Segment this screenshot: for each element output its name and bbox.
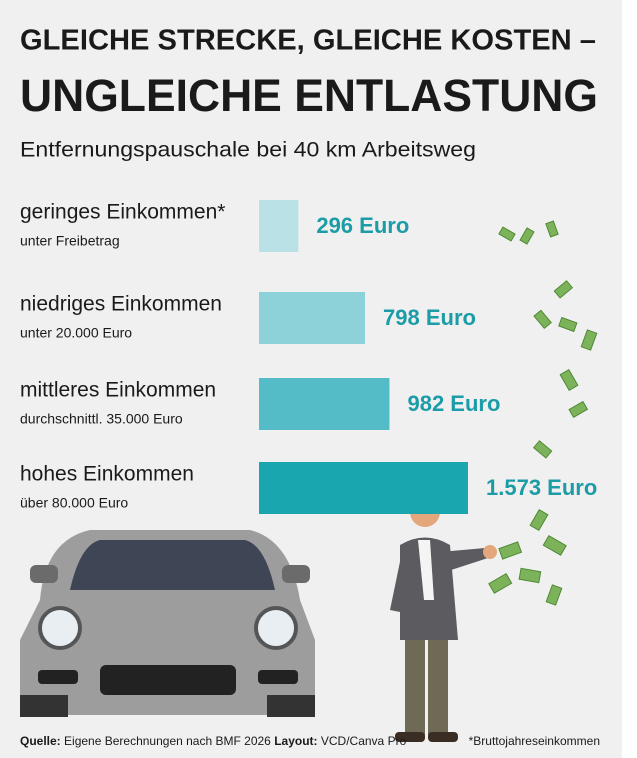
person-illustration (390, 494, 497, 742)
layout-label: Layout: (274, 734, 317, 748)
category-note: über 80.000 Euro (20, 495, 128, 511)
footer: Quelle: Eigene Berechnungen nach BMF 202… (20, 734, 407, 748)
category-label: geringes Einkommen* (20, 201, 225, 224)
category-label: niedriges Einkommen (20, 293, 222, 316)
title: GLEICHE STRECKE, GLEICHE KOSTEN – (20, 25, 596, 57)
bar (259, 462, 468, 514)
category-label: hohes Einkommen (20, 463, 194, 486)
category-label: mittleres Einkommen (20, 379, 216, 402)
footnote: *Bruttojahreseinkommen (469, 734, 600, 748)
category-note: durchschnittl. 35.000 Euro (20, 411, 183, 427)
bar (259, 378, 390, 430)
bar (259, 200, 299, 252)
value-label: 1.573 Euro (486, 475, 597, 500)
money-illustration (488, 220, 598, 606)
bar (259, 292, 366, 344)
category-note: unter Freibetrag (20, 233, 120, 249)
title-line2: UNGLEICHE ENTLASTUNG (20, 70, 598, 121)
value-label: 798 Euro (383, 305, 476, 330)
layout: VCD/Canva Pro (321, 734, 407, 748)
subtitle: Entfernungspauschale bei 40 km Arbeitswe… (20, 139, 476, 162)
source: Eigene Berechnungen nach BMF 2026 (64, 734, 271, 748)
source-label: Quelle: (20, 734, 61, 748)
margin (622, 0, 637, 758)
value-label: 982 Euro (407, 391, 500, 416)
value-label: 296 Euro (316, 213, 409, 238)
car-illustration (20, 530, 315, 717)
category-note: unter 20.000 Euro (20, 325, 132, 341)
